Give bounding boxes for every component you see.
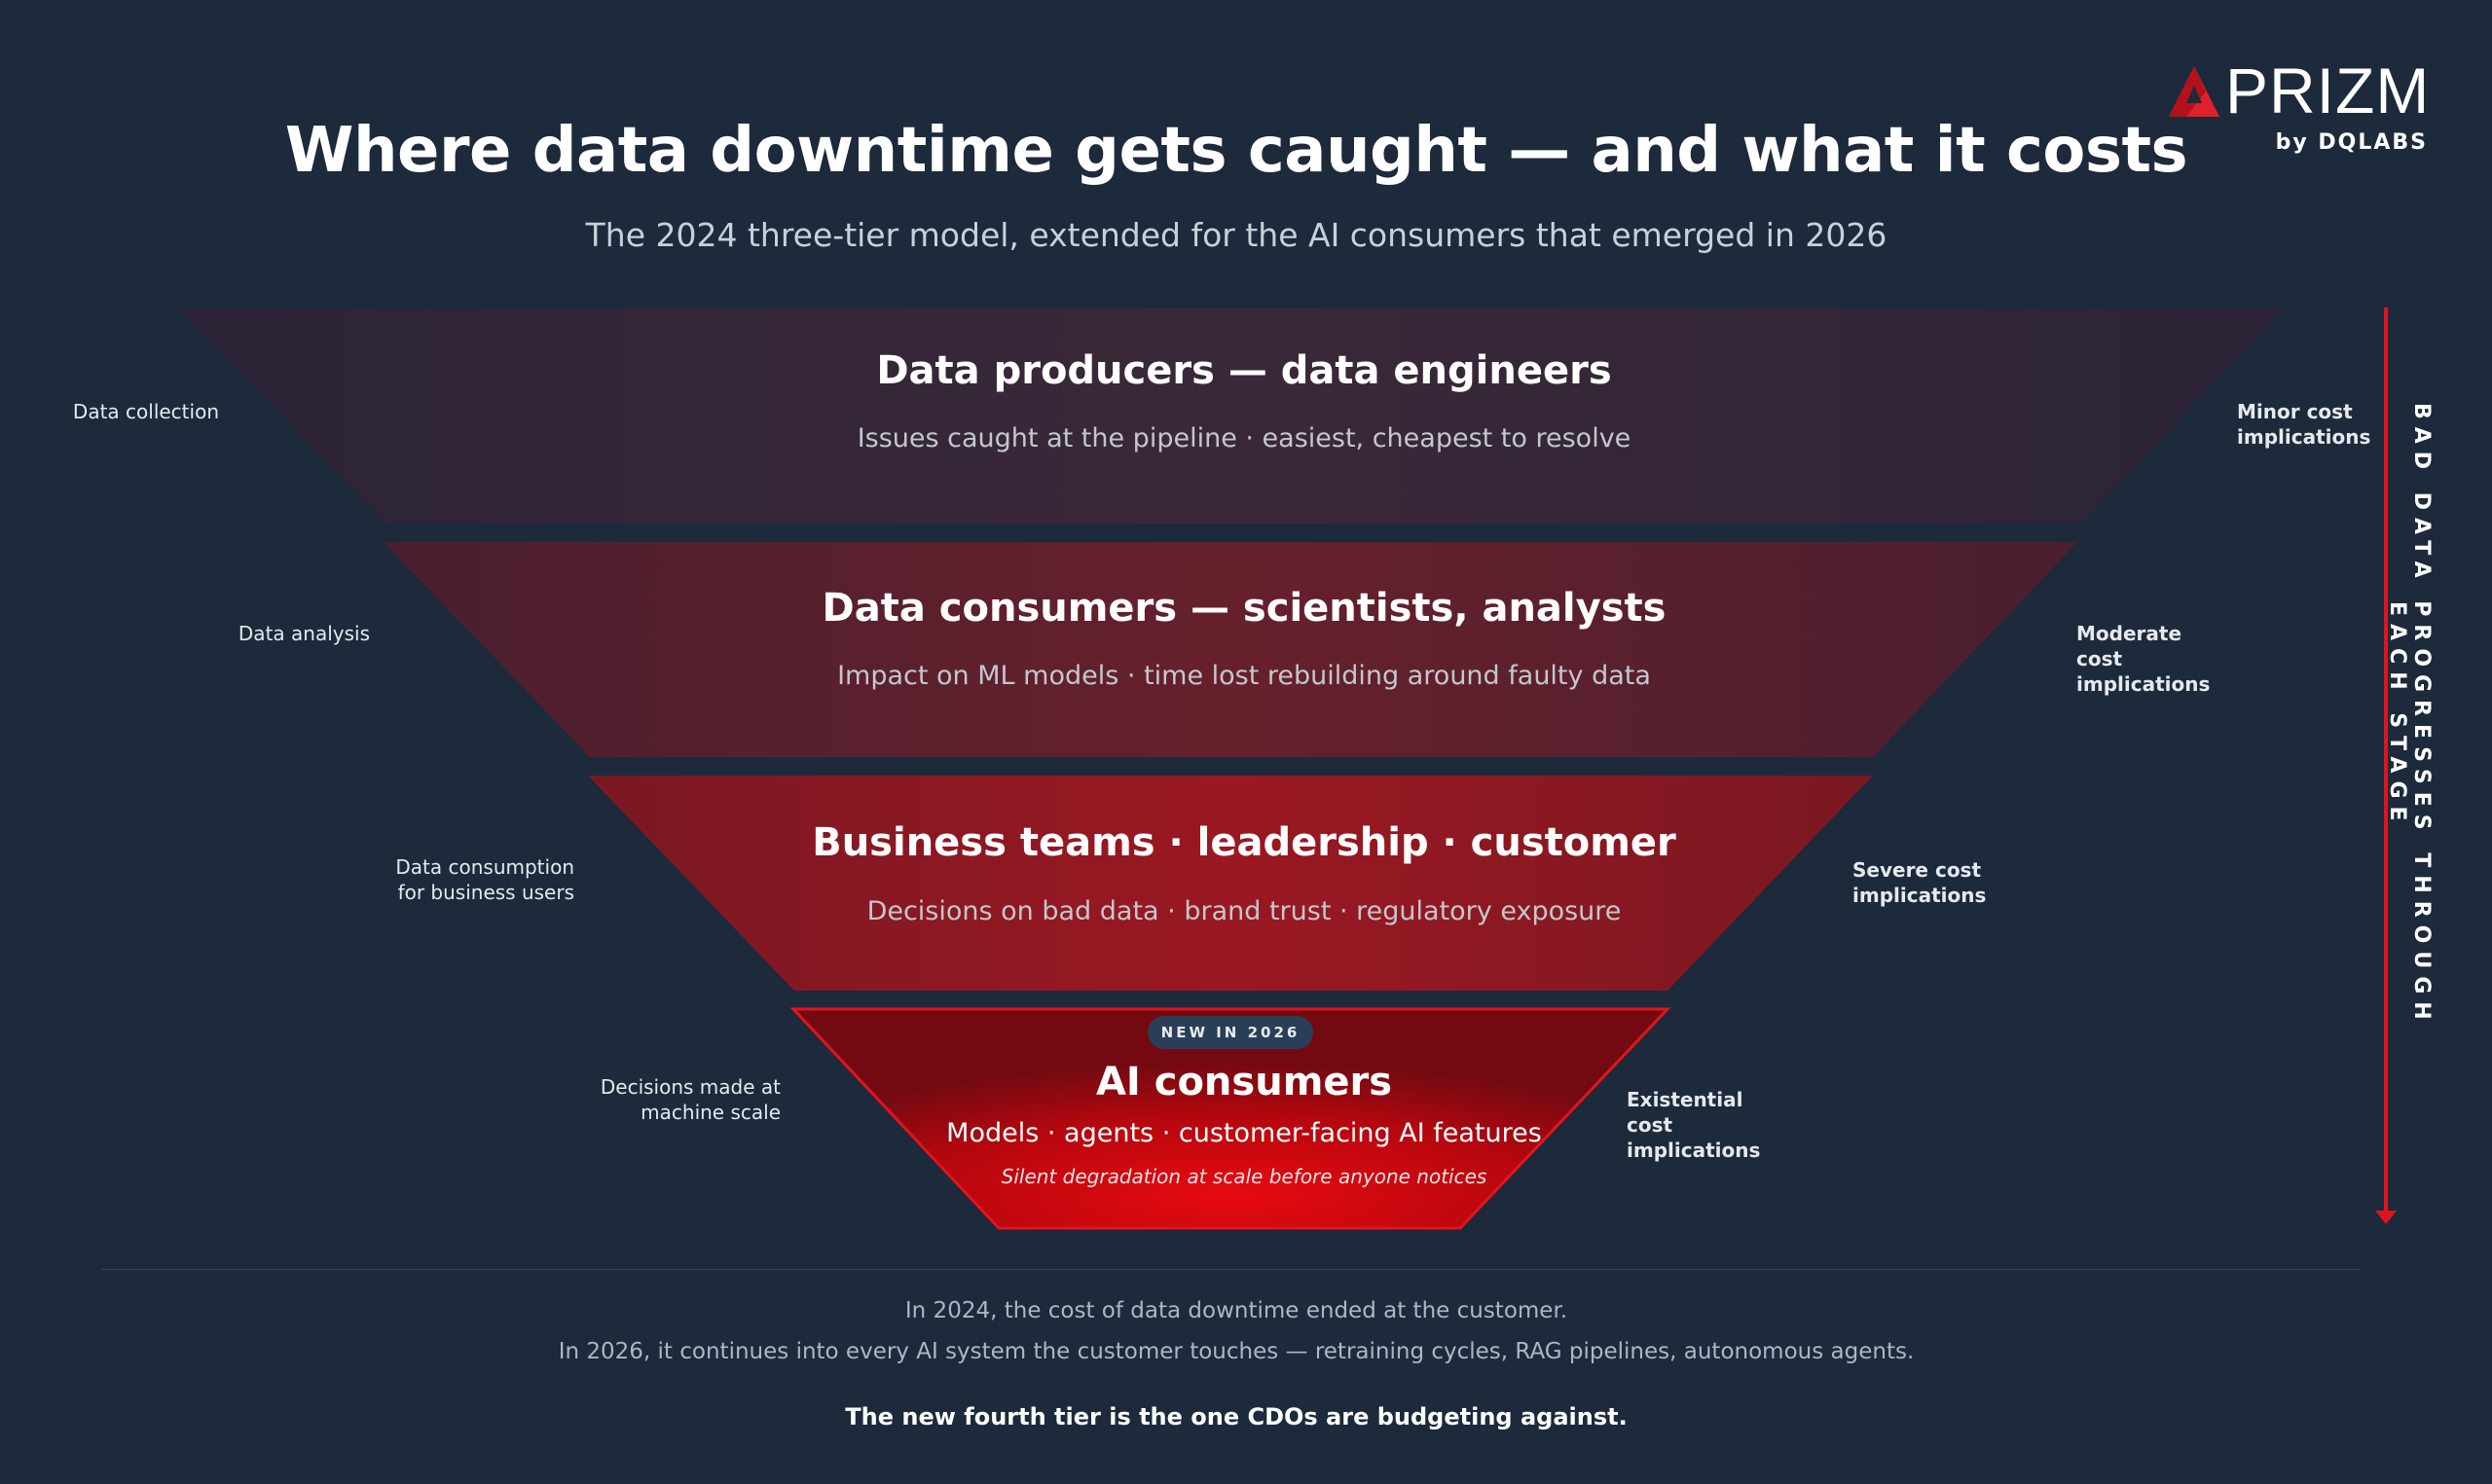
tier-1-title: Data producers — data engineers [876, 348, 1612, 393]
cost-label-4: Existential cost implications [1627, 1088, 1761, 1162]
cost-label-3: Severe cost implications [1852, 858, 1987, 907]
logo-wordmark: PRIZM [2225, 54, 2431, 127]
tier-4-title: AI consumers [1095, 1060, 1393, 1104]
footer-line-2: In 2026, it continues into every AI syst… [558, 1339, 1915, 1364]
new-badge: NEW IN 2026 [1148, 1016, 1313, 1049]
tier-3-band [588, 776, 1873, 991]
tier-1-description: Issues caught at the pipeline · easiest,… [857, 423, 1631, 453]
tier-2-description: Impact on ML models · time lost rebuildi… [837, 661, 1651, 691]
tier-4-note: Silent degradation at scale before anyon… [1001, 1165, 1487, 1188]
stage-label-2: Data analysis [238, 622, 370, 645]
tier-1-band [178, 308, 2285, 524]
progression-axis-label: BAD DATA PROGRESSES THROUGH EACH STAGE [2385, 403, 2434, 1028]
page-title: Where data downtime gets caught — and wh… [284, 115, 2188, 187]
cost-label-1: Minor cost implications [2237, 400, 2371, 449]
page-subtitle: The 2024 three-tier model, extended for … [585, 216, 1887, 254]
prizm-logo: PRIZM by DQLABS [2136, 54, 2431, 165]
stage-label-3: Data consumption for business users [395, 855, 574, 904]
tier-4-band [789, 1007, 1671, 1230]
prizm-triangle-icon [2169, 66, 2219, 117]
logo-byline: by DQLABS [2275, 130, 2428, 155]
footer-divider [101, 1269, 2360, 1270]
stage-label-4: Decisions made at machine scale [600, 1075, 781, 1124]
footer-line-1: In 2024, the cost of data downtime ended… [904, 1298, 1568, 1323]
tier-4-description: Models · agents · customer-facing AI fea… [946, 1118, 1542, 1148]
tier-2-title: Data consumers — scientists, analysts [822, 586, 1667, 631]
stage-label-1: Data collection [72, 400, 219, 423]
cost-label-2: Moderate cost implications [2076, 622, 2211, 696]
footer-emphasis: The new fourth tier is the one CDOs are … [845, 1403, 1628, 1430]
tier-3-title: Business teams · leadership · customer [812, 820, 1676, 865]
tier-3-description: Decisions on bad data · brand trust · re… [866, 896, 1622, 926]
tier-2-band [384, 542, 2077, 757]
arrow-down-icon [2375, 1211, 2397, 1224]
